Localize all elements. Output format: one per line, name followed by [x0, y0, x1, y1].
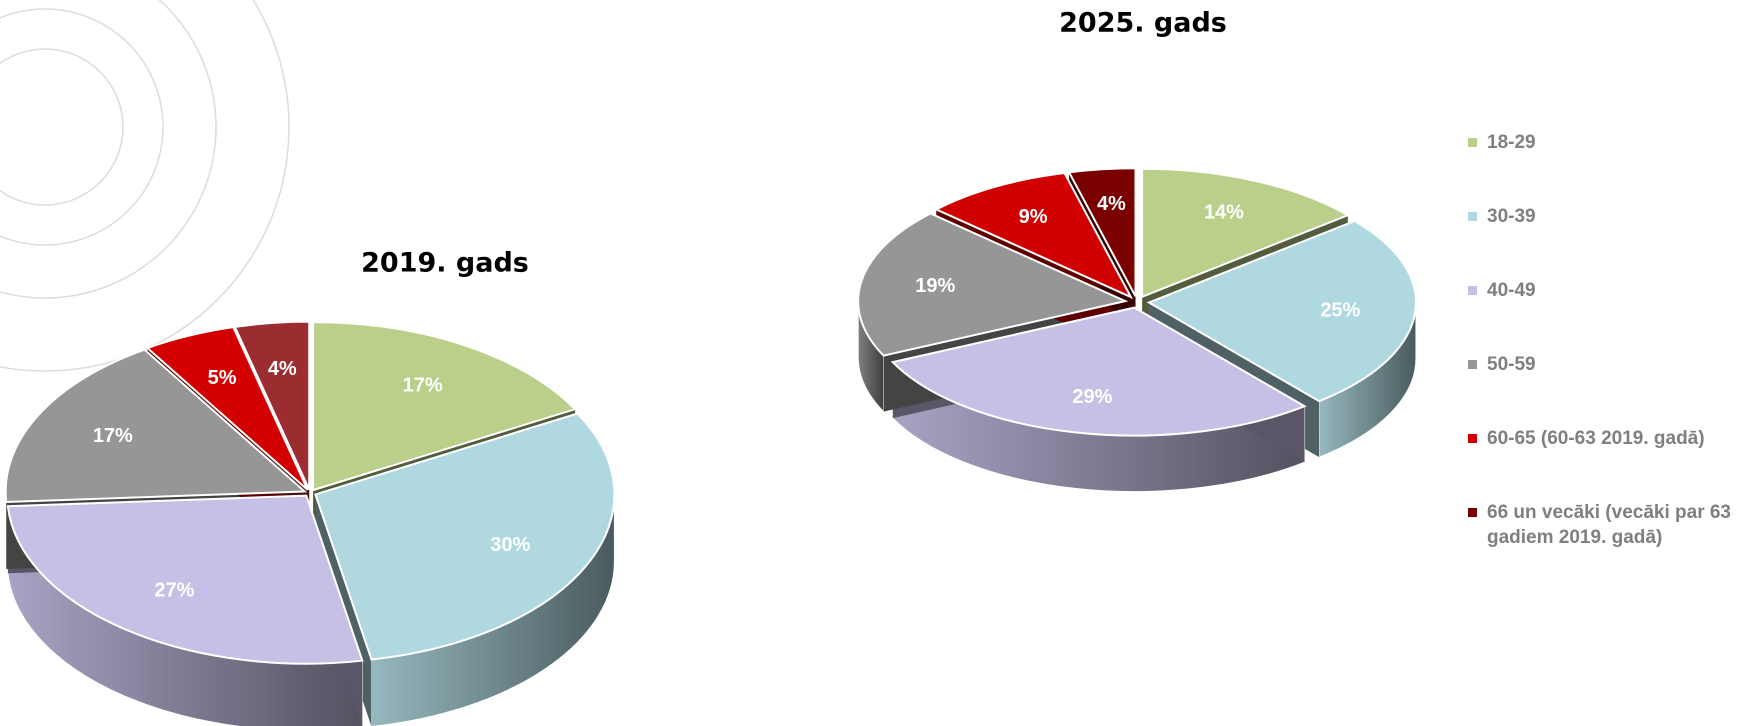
- legend-label: 50-59: [1487, 354, 1536, 375]
- legend-swatch: [1468, 286, 1477, 295]
- slice-side: [5, 491, 7, 570]
- pie: 17% 30% 27% 17% 5% 4%: [4, 320, 616, 726]
- pie-tops: [4, 320, 616, 665]
- chart-title: 2025. gads: [1059, 8, 1227, 39]
- legend-label: 60-65 (60-63 2019. gadā): [1487, 428, 1705, 449]
- legend-label: 40-49: [1487, 280, 1536, 301]
- slice: [933, 171, 1134, 300]
- value-label: 27%: [154, 580, 194, 602]
- slice: [1141, 167, 1351, 299]
- pie-labels: 17% 30% 27% 17% 5% 4%: [93, 358, 531, 602]
- pie: 14% 25% 29% 19% 9% 4%: [857, 167, 1417, 493]
- decoration: [0, 0, 290, 372]
- value-label: 17%: [93, 425, 133, 447]
- slice: [312, 321, 577, 492]
- legend-item: 50-59: [1468, 352, 1753, 377]
- legend-swatch: [1468, 138, 1477, 147]
- legend-item: 66 un vecāki (vecāki par 63 gadiem 2019.…: [1468, 500, 1753, 550]
- legend-swatch: [1468, 508, 1477, 517]
- legend-swatch: [1468, 434, 1477, 443]
- value-label: 29%: [1072, 386, 1112, 408]
- slice: [857, 212, 1129, 357]
- pie-tops: [857, 167, 1417, 437]
- value-label: 25%: [1320, 299, 1360, 321]
- chart-title: 2019. gads: [361, 248, 529, 279]
- legend-item: 30-39: [1468, 204, 1753, 229]
- legend-swatch: [1468, 360, 1477, 369]
- slice: [145, 326, 309, 491]
- value-label: 4%: [268, 358, 297, 380]
- slice: [6, 494, 364, 665]
- legend-item: 40-49: [1468, 278, 1753, 303]
- legend-swatch: [1468, 212, 1477, 221]
- value-label: 19%: [915, 275, 955, 297]
- legend-item: 60-65 (60-63 2019. gadā): [1468, 426, 1753, 451]
- legend-label: 30-39: [1487, 206, 1536, 227]
- value-label: 4%: [1097, 193, 1126, 215]
- legend-item: 18-29: [1468, 130, 1753, 155]
- value-label: 17%: [403, 374, 443, 396]
- slice: [1146, 219, 1417, 403]
- legend: 18-29 30-39 40-49 50-59 60-65 (60-63 2019. g…: [1468, 130, 1753, 599]
- slice: [1067, 167, 1137, 297]
- slice: [890, 306, 1307, 437]
- value-label: 5%: [208, 367, 237, 389]
- pie-labels: 14% 25% 29% 19% 9% 4%: [915, 193, 1360, 408]
- slice: [233, 320, 311, 491]
- value-label: 9%: [1019, 206, 1048, 228]
- value-label: 14%: [1204, 202, 1244, 224]
- slice: [314, 412, 616, 661]
- slice: [4, 348, 308, 504]
- legend-label: 18-29: [1487, 132, 1536, 153]
- value-label: 30%: [490, 534, 530, 556]
- legend-label: 66 un vecāki (vecāki par 63 gadiem 2019.…: [1487, 502, 1731, 548]
